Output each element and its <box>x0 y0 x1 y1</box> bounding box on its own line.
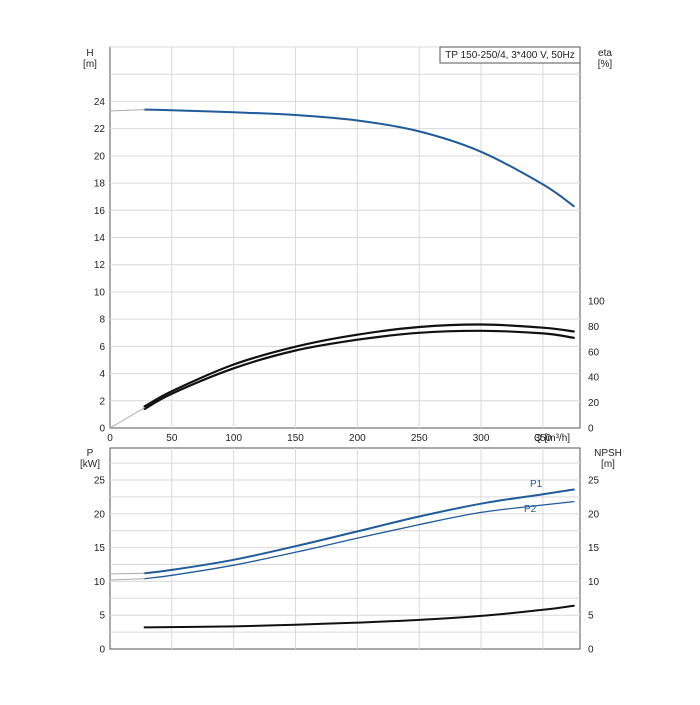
npsh-tick-label: 15 <box>588 543 600 554</box>
bottom-series-group <box>109 488 575 629</box>
chart-title: TP 150-250/4, 3*400 V, 50Hz <box>445 50 575 61</box>
head-axis-unit: [m] <box>83 59 97 70</box>
x-tick-label: 200 <box>349 433 366 444</box>
p2-curve-label: P2 <box>524 504 537 515</box>
npsh-tick-label: 25 <box>588 476 600 487</box>
head-axis-label: H <box>86 48 93 59</box>
head-curve <box>143 108 575 208</box>
top-series-group <box>109 108 575 429</box>
x-tick-label: 100 <box>225 433 242 444</box>
efficiency-extension-curve <box>109 407 146 429</box>
eta-tick-label: 20 <box>588 398 600 409</box>
head-tick-label: 20 <box>94 151 106 162</box>
power-tick-label: 15 <box>94 543 106 554</box>
eta-tick-label: 0 <box>588 424 594 435</box>
head-tick-label: 22 <box>94 124 106 135</box>
npsh-curve <box>143 604 575 629</box>
head-tick-label: 24 <box>94 97 106 108</box>
head-tick-label: 0 <box>99 424 105 435</box>
power-tick-label: 25 <box>94 476 106 487</box>
power-tick-label: 20 <box>94 509 106 520</box>
power-tick-label: 0 <box>99 645 105 656</box>
head-tick-label: 16 <box>94 206 106 217</box>
eta-tick-label: 80 <box>588 322 600 333</box>
head-tick-label: 18 <box>94 179 106 190</box>
bottom-grid <box>110 448 580 649</box>
p1-extension-curve <box>109 572 146 575</box>
npsh-axis-unit: [m] <box>601 459 615 470</box>
x-tick-label: 250 <box>411 433 428 444</box>
top-grid <box>110 46 580 428</box>
npsh-tick-label: 20 <box>588 509 600 520</box>
p1-curve-label: P1 <box>530 479 543 490</box>
efficiency-lower-curve <box>143 329 575 410</box>
x-tick-label: 150 <box>287 433 304 444</box>
x-tick-label: 50 <box>166 433 178 444</box>
x-tick-label: 0 <box>107 433 113 444</box>
power-axis-unit: [kW] <box>80 459 100 470</box>
eta-tick-label: 40 <box>588 373 600 384</box>
head-tick-label: 12 <box>94 260 106 271</box>
p2-curve <box>143 500 575 580</box>
x-tick-label: 350 <box>535 433 552 444</box>
efficiency-upper-curve <box>143 323 575 408</box>
bottom-tick-labels: 0 5 10 15 20 25 0 5 10 15 20 25 <box>94 476 600 656</box>
eta-axis-label: eta <box>598 48 612 59</box>
p1-curve <box>143 488 575 575</box>
head-tick-label: 6 <box>99 342 105 353</box>
eta-tick-label: 100 <box>588 297 605 308</box>
head-efficiency-panel: 0 50 100 150 200 250 300 3500246810121416182022… <box>83 46 613 444</box>
npsh-axis-label: NPSH <box>594 448 622 459</box>
power-axis-label: P <box>87 448 94 459</box>
bottom-plot-frame <box>109 447 581 650</box>
head-tick-label: 4 <box>99 369 105 380</box>
p2-extension-curve <box>109 578 146 581</box>
head-tick-label: 8 <box>99 315 105 326</box>
npsh-tick-label: 10 <box>588 577 600 588</box>
power-tick-label: 5 <box>99 611 105 622</box>
title-box <box>439 46 581 64</box>
power-tick-label: 10 <box>94 577 106 588</box>
npsh-tick-label: 5 <box>588 611 594 622</box>
head-tick-label: 2 <box>99 396 105 407</box>
x-tick-label: 300 <box>473 433 490 444</box>
flow-axis-label: Q [m³/h] <box>534 433 570 444</box>
eta-tick-label: 60 <box>588 347 600 358</box>
eta-axis-unit: [%] <box>598 59 613 70</box>
head-tick-label: 10 <box>94 287 106 298</box>
npsh-tick-label: 0 <box>588 645 594 656</box>
head-tick-label: 14 <box>94 233 106 244</box>
top-tick-labels: 0 50 100 150 200 250 300 3500246810121416182022… <box>94 97 605 444</box>
head-extension-curve <box>109 109 146 112</box>
